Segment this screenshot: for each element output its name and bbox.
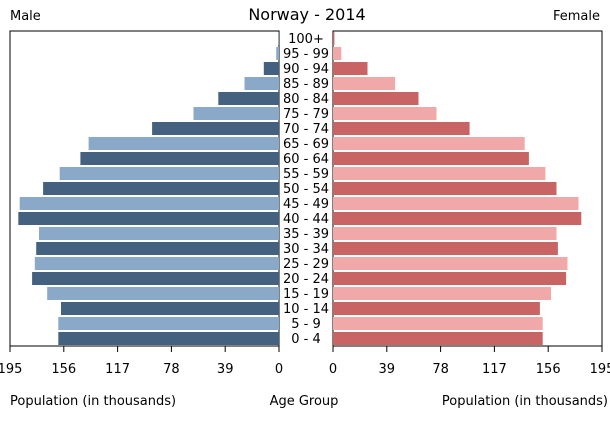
female-bar-7 bbox=[333, 227, 557, 240]
male-bar-6 bbox=[36, 242, 280, 255]
age-group-label-19: 95 - 99 bbox=[283, 47, 329, 62]
male-bar-13 bbox=[88, 137, 279, 150]
age-group-label-4: 20 - 24 bbox=[283, 272, 329, 287]
age-group-label-0: 0 - 4 bbox=[291, 332, 321, 347]
male-bar-2 bbox=[61, 302, 279, 315]
chart-title: Norway - 2014 bbox=[248, 5, 365, 24]
male-bar-0 bbox=[58, 332, 279, 345]
female-bar-2 bbox=[333, 302, 540, 315]
female-bar-13 bbox=[333, 137, 525, 150]
female-bar-16 bbox=[333, 92, 419, 105]
female-tick-label-0: 195 bbox=[590, 362, 610, 377]
female-bar-10 bbox=[333, 182, 557, 195]
female-bar-20 bbox=[333, 32, 335, 45]
age-group-label: Age Group bbox=[270, 394, 339, 409]
female-bar-12 bbox=[333, 152, 529, 165]
female-axis-label: Population (in thousands) bbox=[442, 394, 608, 409]
male-bar-8 bbox=[18, 212, 280, 225]
male-bar-14 bbox=[152, 122, 279, 135]
male-tick-label-1: 156 bbox=[51, 362, 76, 377]
female-tick-label-2: 117 bbox=[482, 362, 507, 377]
age-group-label-8: 40 - 44 bbox=[283, 212, 329, 227]
male-x-axis: 195 156 117 78 39 0 bbox=[0, 346, 283, 377]
age-group-label-7: 35 - 39 bbox=[283, 227, 329, 242]
male-bar-19 bbox=[276, 47, 279, 60]
female-bar-0 bbox=[333, 332, 543, 345]
female-tick-label-3: 78 bbox=[432, 362, 449, 377]
age-group-label-2: 10 - 14 bbox=[283, 302, 329, 317]
male-axis-label: Population (in thousands) bbox=[10, 394, 176, 409]
female-bar-6 bbox=[333, 242, 558, 255]
female-bar-4 bbox=[333, 272, 567, 285]
age-group-label-11: 55 - 59 bbox=[283, 167, 329, 182]
male-bar-9 bbox=[19, 197, 279, 210]
male-tick-label-2: 117 bbox=[105, 362, 130, 377]
male-bar-1 bbox=[58, 317, 279, 330]
female-bar-9 bbox=[333, 197, 579, 210]
male-tick-label-5: 0 bbox=[275, 362, 283, 377]
male-bar-11 bbox=[59, 167, 280, 180]
female-x-axis: 195 156 117 78 39 0 bbox=[329, 346, 610, 377]
female-bar-17 bbox=[333, 77, 396, 90]
age-group-label-3: 15 - 19 bbox=[283, 287, 329, 302]
female-tick-label-4: 39 bbox=[379, 362, 396, 377]
male-bar-18 bbox=[263, 62, 279, 75]
female-bar-3 bbox=[333, 287, 551, 300]
male-label: Male bbox=[10, 9, 41, 24]
male-bars bbox=[18, 32, 280, 345]
age-group-label-12: 60 - 64 bbox=[283, 152, 329, 167]
male-bar-4 bbox=[32, 272, 279, 285]
female-bar-15 bbox=[333, 107, 437, 120]
male-tick-label-0: 195 bbox=[0, 362, 22, 377]
age-group-label-1: 5 - 9 bbox=[291, 317, 321, 332]
male-bar-12 bbox=[80, 152, 280, 165]
male-tick-label-3: 78 bbox=[163, 362, 180, 377]
female-bar-19 bbox=[333, 47, 342, 60]
male-bar-3 bbox=[47, 287, 280, 300]
age-group-label-17: 85 - 89 bbox=[283, 77, 329, 92]
female-bar-1 bbox=[333, 317, 543, 330]
female-bar-11 bbox=[333, 167, 546, 180]
female-bar-18 bbox=[333, 62, 368, 75]
age-group-label-5: 25 - 29 bbox=[283, 257, 329, 272]
age-group-label-20: 100+ bbox=[288, 32, 324, 47]
female-bars bbox=[333, 32, 582, 345]
age-group-label-10: 50 - 54 bbox=[283, 182, 329, 197]
male-tick-label-4: 39 bbox=[217, 362, 234, 377]
female-bar-14 bbox=[333, 122, 470, 135]
female-bar-8 bbox=[333, 212, 582, 225]
age-group-label-13: 65 - 69 bbox=[283, 137, 329, 152]
female-tick-label-1: 156 bbox=[536, 362, 561, 377]
female-label: Female bbox=[553, 9, 600, 24]
female-bar-5 bbox=[333, 257, 568, 270]
male-bar-15 bbox=[193, 107, 279, 120]
age-group-label-14: 70 - 74 bbox=[283, 122, 329, 137]
age-group-label-16: 80 - 84 bbox=[283, 92, 329, 107]
male-bar-5 bbox=[34, 257, 279, 270]
age-group-label-9: 45 - 49 bbox=[283, 197, 329, 212]
male-bar-17 bbox=[244, 77, 279, 90]
male-bar-16 bbox=[218, 92, 279, 105]
age-group-label-18: 90 - 94 bbox=[283, 62, 329, 77]
age-group-label-15: 75 - 79 bbox=[283, 107, 329, 122]
age-group-label-6: 30 - 34 bbox=[283, 242, 329, 257]
male-bar-10 bbox=[43, 182, 279, 195]
male-bar-7 bbox=[39, 227, 279, 240]
female-tick-label-5: 0 bbox=[329, 362, 337, 377]
